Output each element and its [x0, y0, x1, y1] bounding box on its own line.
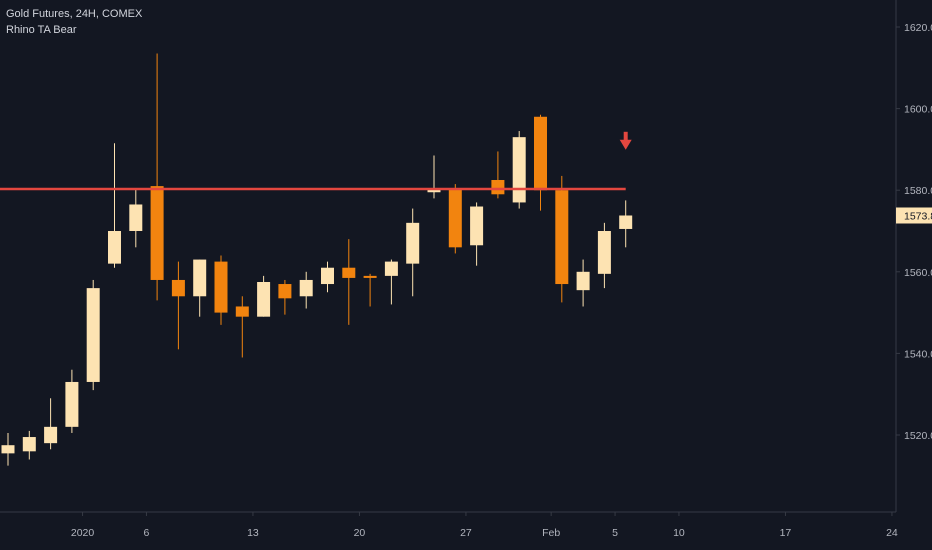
candle-body[interactable]: [86, 288, 100, 382]
candle-body[interactable]: [512, 137, 526, 203]
time-tick-label: 13: [247, 527, 259, 539]
candle-body[interactable]: [448, 188, 462, 248]
candle-body[interactable]: [299, 279, 313, 297]
candle-body[interactable]: [22, 437, 36, 452]
last-price-label: 1573.8: [904, 210, 932, 222]
candle-body[interactable]: [1, 445, 15, 454]
candle-body[interactable]: [108, 231, 121, 264]
candle-body[interactable]: [470, 206, 484, 246]
candle-body[interactable]: [619, 215, 633, 229]
time-tick-label: 5: [612, 527, 618, 539]
candle-body[interactable]: [321, 267, 334, 285]
candle-body[interactable]: [555, 190, 569, 285]
candle-body[interactable]: [534, 116, 547, 191]
price-tick-label: 1600.0: [904, 104, 932, 116]
price-tick-label: 1540.0: [904, 348, 932, 360]
time-tick-label: 2020: [71, 527, 95, 539]
candle-body[interactable]: [491, 180, 505, 195]
candle-body[interactable]: [278, 284, 292, 299]
time-tick-label: 24: [886, 527, 898, 539]
candle-body[interactable]: [597, 231, 611, 274]
candle-body[interactable]: [257, 282, 271, 317]
time-tick-label: 27: [460, 527, 472, 539]
candle-body[interactable]: [235, 306, 249, 317]
candle-body[interactable]: [65, 381, 79, 427]
symbol-title[interactable]: Gold Futures, 24H, COMEX: [6, 8, 143, 20]
candle-body[interactable]: [342, 267, 356, 278]
chart-legend: Gold Futures, 24H, COMEX Rhino TA Bear: [6, 6, 142, 38]
candle-body[interactable]: [129, 204, 143, 231]
candle-body[interactable]: [214, 261, 228, 313]
indicator-title[interactable]: Rhino TA Bear: [6, 24, 77, 36]
price-tick-label: 1620.0: [904, 22, 932, 34]
candle-body[interactable]: [384, 261, 398, 276]
candle-body[interactable]: [363, 275, 377, 278]
price-tick-label: 1580.0: [904, 185, 932, 197]
candle-body[interactable]: [193, 259, 207, 297]
bear-signal-arrow: [619, 131, 632, 150]
time-tick-label: 10: [673, 527, 685, 539]
time-tick-label: 17: [780, 527, 792, 539]
candle-body[interactable]: [44, 426, 58, 444]
candle-body[interactable]: [576, 271, 590, 291]
time-tick-label: 6: [144, 527, 150, 539]
price-tick-label: 1520.0: [904, 430, 932, 442]
time-tick-label: Feb: [542, 527, 560, 539]
candle-body[interactable]: [150, 186, 164, 280]
price-tick-label: 1560.0: [904, 267, 932, 279]
candle-body[interactable]: [406, 222, 420, 264]
candle-body[interactable]: [171, 279, 185, 297]
time-tick-label: 20: [354, 527, 366, 539]
last-price-badge: [896, 207, 932, 224]
